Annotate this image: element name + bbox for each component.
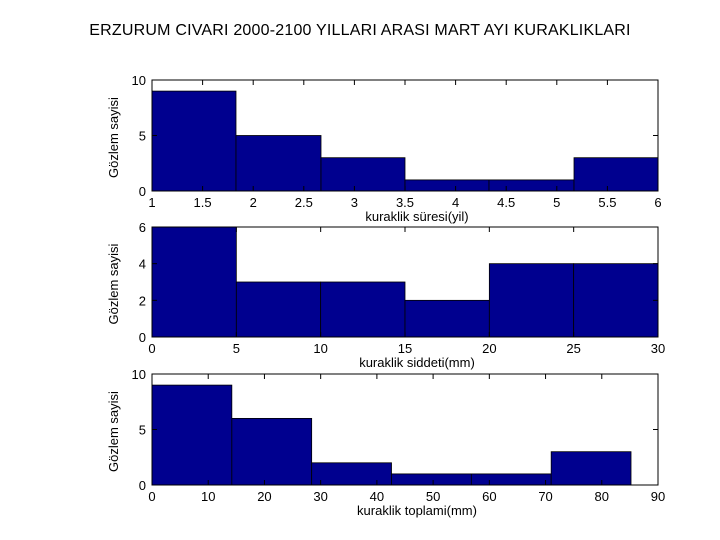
bar-2-6 (573, 263, 659, 338)
bar-3-2 (231, 417, 313, 486)
x-tick-label: 30 (651, 341, 665, 356)
histogram-1: 1 1.5 2 2.5 3 3.5 4 4.5 5 5.5 6 0 5 10 kuraklik süresi… (106, 73, 662, 224)
x-tick-label: 20 (482, 341, 496, 356)
bar-1-2 (235, 135, 322, 192)
x-tick-label: 30 (313, 489, 327, 504)
x-tick-label: 5.5 (598, 195, 616, 210)
bar-1-4 (404, 179, 490, 192)
bar-2-2 (235, 281, 322, 338)
bar-1-6 (573, 157, 659, 192)
x-tick-label: 3.5 (396, 195, 414, 210)
bar-1-1 (151, 90, 237, 192)
bar-1-3 (320, 157, 406, 192)
x-tick-label: 0 (148, 489, 155, 504)
page-title: ERZURUM CIVARI 2000-2100 YILLARI ARASI M… (89, 22, 631, 39)
y-axis-label: Gözlem sayisi (106, 243, 121, 324)
x-tick-label: 6 (654, 195, 661, 210)
y-tick-label: 5 (139, 129, 146, 144)
y-tick-label: 10 (132, 73, 146, 88)
x-tick-label: 80 (595, 489, 609, 504)
x-tick-label: 70 (538, 489, 552, 504)
x-tick-label: 10 (201, 489, 215, 504)
x-tick-label: 3 (351, 195, 358, 210)
bar-3-6 (550, 451, 632, 486)
bar-3-5 (470, 473, 552, 486)
bar-2-4 (404, 299, 490, 338)
x-tick-label: 0 (148, 341, 155, 356)
x-tick-label: 60 (482, 489, 496, 504)
x-tick-label: 10 (313, 341, 327, 356)
y-axis-label: Gözlem sayisi (106, 391, 121, 472)
y-tick-label: 5 (139, 423, 146, 438)
y-tick-label: 2 (139, 293, 146, 308)
x-tick-label: 50 (426, 489, 440, 504)
y-tick-label: 0 (139, 330, 146, 345)
bar-3-1 (151, 384, 233, 486)
y-axis-label: Gözlem sayisi (106, 97, 121, 178)
histogram-2: 0 5 10 15 20 25 30 0 2 4 6 kuraklik siddeti(mm) Gözl… (106, 220, 665, 370)
bar-3-4 (391, 473, 472, 486)
x-tick-label: 15 (398, 341, 412, 356)
x-tick-label: 4 (452, 195, 459, 210)
x-tick-label: 25 (566, 341, 580, 356)
x-tick-label: 4.5 (497, 195, 515, 210)
x-tick-label: 5 (233, 341, 240, 356)
x-tick-label: 2.5 (295, 195, 313, 210)
bar-2-5 (488, 263, 575, 338)
bar-2-3 (320, 281, 406, 338)
x-tick-label: 20 (257, 489, 271, 504)
x-axis-label: kuraklik siddeti(mm) (359, 355, 475, 370)
y-tick-label: 4 (139, 257, 146, 272)
x-tick-label: 90 (651, 489, 665, 504)
y-tick-label: 10 (132, 367, 146, 382)
bar-1-5 (488, 179, 575, 192)
y-tick-label: 0 (139, 184, 146, 199)
x-tick-label: 5 (553, 195, 560, 210)
x-tick-label: 40 (370, 489, 384, 504)
bar-2-1 (151, 226, 237, 338)
histogram-3: 0 10 20 30 40 50 60 70 80 90 0 5 10 kuraklik toplami(… (106, 367, 665, 518)
x-tick-label: 1.5 (194, 195, 212, 210)
x-axis-label: kuraklik toplami(mm) (357, 503, 477, 518)
y-tick-label: 0 (139, 478, 146, 493)
x-tick-label: 2 (250, 195, 257, 210)
x-axis-label: kuraklik süresi(yil) (365, 209, 468, 224)
bar-3-3 (311, 462, 392, 486)
x-tick-label: 1 (148, 195, 155, 210)
y-tick-label: 6 (139, 220, 146, 235)
